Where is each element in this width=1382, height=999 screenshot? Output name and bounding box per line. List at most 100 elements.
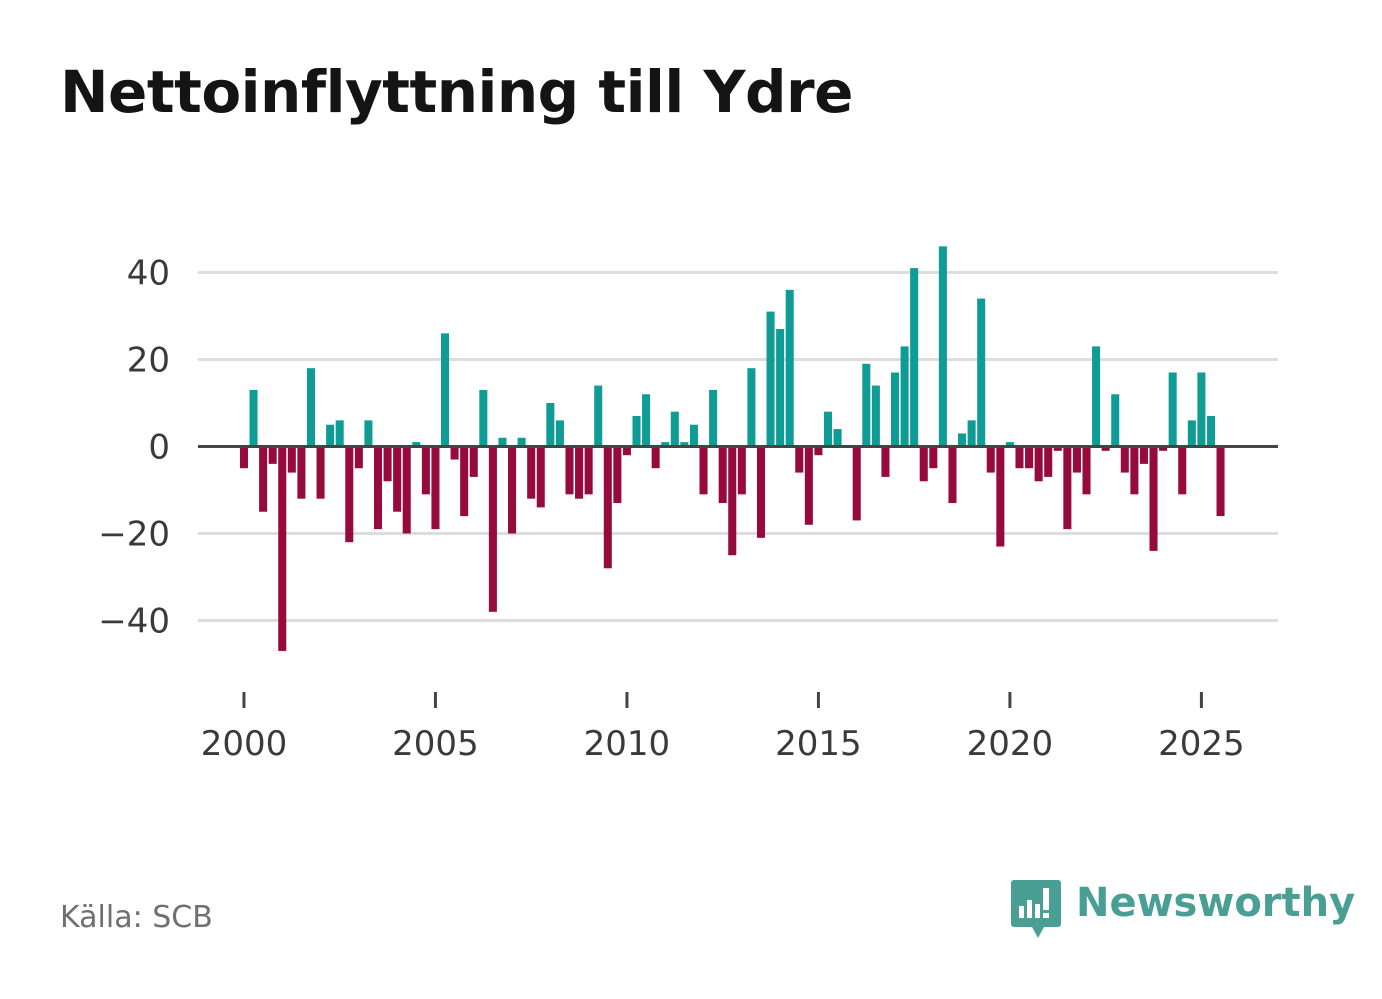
bar-positive bbox=[785, 289, 794, 447]
bar-positive bbox=[1206, 416, 1215, 447]
x-tick-label: 2000 bbox=[201, 724, 288, 764]
bar-negative bbox=[287, 446, 296, 473]
x-tick-label: 2015 bbox=[775, 724, 862, 764]
bar-negative bbox=[297, 446, 306, 499]
bar-positive bbox=[958, 433, 967, 447]
x-tick-label: 2025 bbox=[1158, 724, 1245, 764]
bar-negative bbox=[354, 446, 363, 469]
bar-negative bbox=[460, 446, 469, 517]
bar-positive bbox=[680, 442, 689, 447]
bar-positive bbox=[900, 346, 909, 447]
brand-logo[interactable]: Newsworthy bbox=[1010, 878, 1355, 942]
bar-negative bbox=[1044, 446, 1053, 477]
bar-positive bbox=[306, 368, 315, 447]
x-axis: 2000 2005 2010 2015 2020 2025 bbox=[201, 692, 1245, 764]
bar-positive bbox=[1111, 394, 1120, 447]
bar-positive bbox=[689, 424, 698, 447]
bar-negative bbox=[1082, 446, 1091, 495]
bar-chart: 40 20 0 −20 −40 2000 2005 2010 2015 2020 2025 bbox=[98, 246, 1278, 764]
bar-negative bbox=[1120, 446, 1129, 473]
bar-positive bbox=[871, 385, 880, 447]
x-tick-label: 2010 bbox=[584, 724, 671, 764]
bar-negative bbox=[373, 446, 383, 530]
bar-negative bbox=[651, 446, 660, 469]
bar-negative bbox=[402, 446, 411, 534]
bar-negative bbox=[613, 446, 622, 504]
bar-negative bbox=[1101, 446, 1110, 451]
bar-negative bbox=[527, 446, 536, 499]
bar-positive bbox=[891, 372, 900, 447]
bar-positive bbox=[1197, 372, 1206, 447]
bar-positive bbox=[661, 442, 670, 447]
bar-negative bbox=[1072, 446, 1081, 473]
bar-negative bbox=[268, 446, 277, 464]
bar-positive bbox=[938, 246, 947, 447]
bar-negative bbox=[393, 446, 402, 512]
bar-positive bbox=[670, 411, 679, 447]
bar-negative bbox=[756, 446, 765, 538]
x-tick-label: 2020 bbox=[967, 724, 1054, 764]
bar-positive bbox=[479, 389, 488, 447]
bar-negative bbox=[508, 446, 517, 534]
bar-negative bbox=[421, 446, 430, 495]
bar-positive bbox=[412, 442, 421, 447]
bar-negative bbox=[450, 446, 459, 460]
bar-negative bbox=[278, 446, 287, 651]
brand-name: Newsworthy bbox=[1076, 880, 1356, 926]
bar-positive bbox=[747, 368, 756, 447]
bar-negative bbox=[1139, 446, 1148, 464]
newsworthy-logo-icon bbox=[1011, 880, 1061, 938]
bar-positive bbox=[441, 333, 450, 447]
bar-negative bbox=[383, 446, 392, 482]
bar-negative bbox=[814, 446, 823, 456]
bar-positive bbox=[594, 385, 603, 447]
bar-negative bbox=[996, 446, 1005, 547]
bar-negative bbox=[737, 446, 746, 495]
bar-negative bbox=[948, 446, 957, 504]
grid-lines bbox=[198, 270, 1278, 622]
bar-negative bbox=[728, 446, 737, 556]
bar-negative bbox=[239, 446, 248, 469]
source-label: Källa: SCB bbox=[60, 900, 213, 935]
bar-positive bbox=[335, 420, 344, 447]
bar-positive bbox=[967, 420, 976, 447]
bar-positive bbox=[977, 298, 986, 447]
bar-negative bbox=[536, 446, 545, 508]
bar-positive bbox=[632, 416, 641, 447]
y-tick-label: 20 bbox=[127, 340, 170, 380]
bar-positive bbox=[1092, 346, 1101, 447]
bar-negative bbox=[1149, 446, 1158, 551]
bar-negative bbox=[986, 446, 995, 473]
bar-positive bbox=[249, 389, 258, 447]
bar-negative bbox=[919, 446, 928, 482]
bar-negative bbox=[718, 446, 727, 504]
bar-negative bbox=[1159, 446, 1168, 451]
bar-negative bbox=[1063, 446, 1072, 530]
bar-positive bbox=[709, 389, 718, 447]
bar-positive bbox=[766, 311, 775, 447]
bar-negative bbox=[1015, 446, 1024, 469]
bar-negative bbox=[804, 446, 813, 525]
bar-positive bbox=[364, 420, 373, 447]
bar-negative bbox=[1025, 446, 1034, 469]
bars bbox=[239, 246, 1225, 651]
chart-title: Nettoinflyttning till Ydre bbox=[60, 58, 853, 126]
bar-positive bbox=[546, 402, 555, 447]
bar-negative bbox=[345, 446, 354, 543]
bar-negative bbox=[565, 446, 574, 495]
bar-positive bbox=[498, 437, 507, 447]
y-tick-label: −20 bbox=[98, 514, 170, 554]
bar-positive bbox=[833, 429, 842, 447]
bar-negative bbox=[469, 446, 478, 477]
bar-negative bbox=[584, 446, 593, 495]
y-tick-label: −40 bbox=[98, 601, 170, 641]
y-tick-label: 40 bbox=[127, 253, 170, 293]
bar-positive bbox=[862, 363, 871, 447]
bar-positive bbox=[555, 420, 564, 447]
bar-negative bbox=[316, 446, 325, 499]
bar-positive bbox=[776, 329, 785, 447]
y-tick-label: 0 bbox=[148, 427, 170, 467]
bar-negative bbox=[603, 446, 612, 569]
x-tick-label: 2005 bbox=[392, 724, 479, 764]
bar-negative bbox=[1178, 446, 1187, 495]
